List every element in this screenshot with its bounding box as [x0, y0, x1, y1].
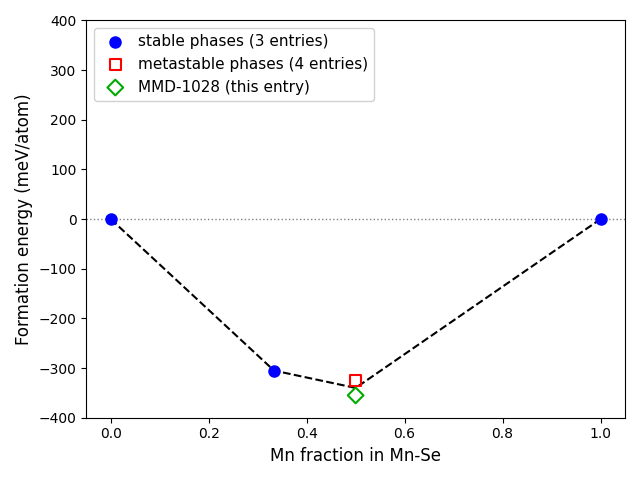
Y-axis label: Formation energy (meV/atom): Formation energy (meV/atom)	[15, 93, 33, 345]
Legend: stable phases (3 entries), metastable phases (4 entries), MMD-1028 (this entry): stable phases (3 entries), metastable ph…	[94, 28, 374, 101]
stable phases (3 entries)	[269, 367, 279, 374]
metastable phases (4 entries)	[351, 377, 361, 384]
X-axis label: Mn fraction in Mn-Se: Mn fraction in Mn-Se	[270, 447, 441, 465]
stable phases (3 entries)	[106, 215, 116, 223]
stable phases (3 entries)	[595, 215, 605, 223]
MMD-1028 (this entry)	[351, 392, 361, 399]
